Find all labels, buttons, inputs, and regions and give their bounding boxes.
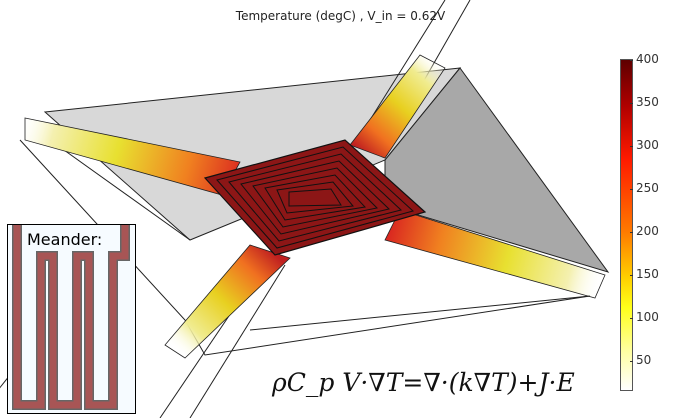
lead-bottom — [164, 244, 291, 359]
frame-edges — [249, 295, 591, 331]
meander-label: Meander: — [27, 230, 103, 249]
colorbar-tick-mark — [630, 60, 633, 61]
colorbar-tick-label: 400 — [636, 52, 659, 66]
colorbar-tick-mark — [630, 103, 633, 104]
colorbar-tick-label: 250 — [636, 181, 659, 195]
equation-text: ρC_p V·∇T=∇·(k∇T)+J·E — [272, 368, 575, 397]
spiral-trace — [216, 146, 415, 249]
colorbar-tick-mark — [630, 189, 633, 190]
frame-edges — [49, 139, 191, 241]
colorbar-tick-mark — [630, 361, 633, 362]
colorbar-tick-label: 100 — [636, 310, 659, 324]
colorbar-tick-label: 50 — [636, 353, 652, 367]
lead-outline — [369, 0, 446, 121]
meander-inset: Meander: — [7, 224, 136, 414]
plot-title: Temperature (degC) , V_in = 0.62V — [235, 9, 446, 23]
colorbar-tick-label: 150 — [636, 267, 659, 281]
colorbar — [620, 59, 633, 391]
lead-outline — [189, 264, 286, 418]
colorbar-tick-label: 350 — [636, 95, 659, 109]
heat-equation: ρC_p V·∇T=∇·(k∇T)+J·E — [272, 368, 575, 397]
lead-top — [349, 54, 446, 159]
lead-right — [384, 209, 606, 299]
colorbar-tick-mark — [630, 146, 633, 147]
colorbar-tick-label: 300 — [636, 138, 659, 152]
colorbar-tick-mark — [630, 275, 633, 276]
colorbar-tick-mark — [630, 318, 633, 319]
colorbar-tick-mark — [630, 232, 633, 233]
meander-trace — [12, 225, 130, 410]
colorbar-tick-label: 200 — [636, 224, 659, 238]
